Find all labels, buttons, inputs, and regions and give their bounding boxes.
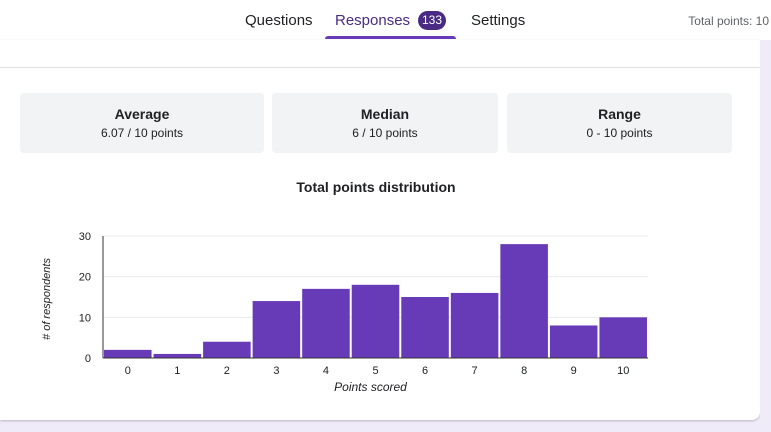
x-tick-label: 3 [273,365,279,377]
page-scroll-track[interactable] [760,40,771,432]
x-tick-label: 5 [372,365,378,377]
y-tick-label: 20 [79,272,91,284]
total-points-label: Total points: 10 [688,14,769,28]
stat-range-label: Range [598,106,641,122]
y-tick-label: 0 [85,353,91,365]
bar-7 [450,292,499,358]
x-tick-label: 9 [571,365,577,377]
bar-9 [549,325,598,358]
stat-range: Range 0 - 10 points [507,93,732,153]
bar-10 [599,317,647,358]
active-tab-indicator [325,36,456,39]
card-divider [0,67,760,68]
bar-3 [252,301,301,358]
x-tick-label: 10 [617,365,629,377]
x-tick-label: 0 [125,365,131,377]
stat-median-value: 6 / 10 points [352,126,418,140]
bar-8 [500,244,548,358]
chart-title: Total points distribution [296,179,456,195]
tab-settings[interactable]: Settings [471,12,526,29]
x-tick-label: 2 [224,365,230,377]
bar-0 [104,349,152,358]
x-tick-label: 6 [422,365,428,377]
bar-1 [153,353,202,358]
y-tick-label: 10 [79,312,91,324]
bar-6 [401,297,449,358]
y-axis-title: # of respondents [41,258,53,340]
bar-2 [203,341,251,358]
stat-average-value: 6.07 / 10 points [100,126,184,140]
responses-count-badge: 133 [418,11,446,30]
x-axis-title: Points scored [334,380,407,394]
stat-median: Median 6 / 10 points [272,93,498,153]
x-tick-label: 1 [174,365,180,377]
bar-4 [302,288,350,358]
x-tick-label: 4 [323,365,329,377]
tab-responses[interactable]: Responses [335,12,411,29]
stat-average-label: Average [114,106,170,122]
stat-median-label: Median [360,106,410,122]
tab-questions[interactable]: Questions [245,12,313,29]
top-navigation-bar: Questions Responses 133 Settings Total p… [0,0,771,41]
stat-average: Average 6.07 / 10 points [20,93,264,153]
x-tick-label: 8 [521,365,527,377]
bar-5 [351,284,400,358]
x-tick-label: 7 [472,365,478,377]
y-tick-label: 30 [79,231,91,243]
stat-range-value: 0 - 10 points [586,126,653,140]
